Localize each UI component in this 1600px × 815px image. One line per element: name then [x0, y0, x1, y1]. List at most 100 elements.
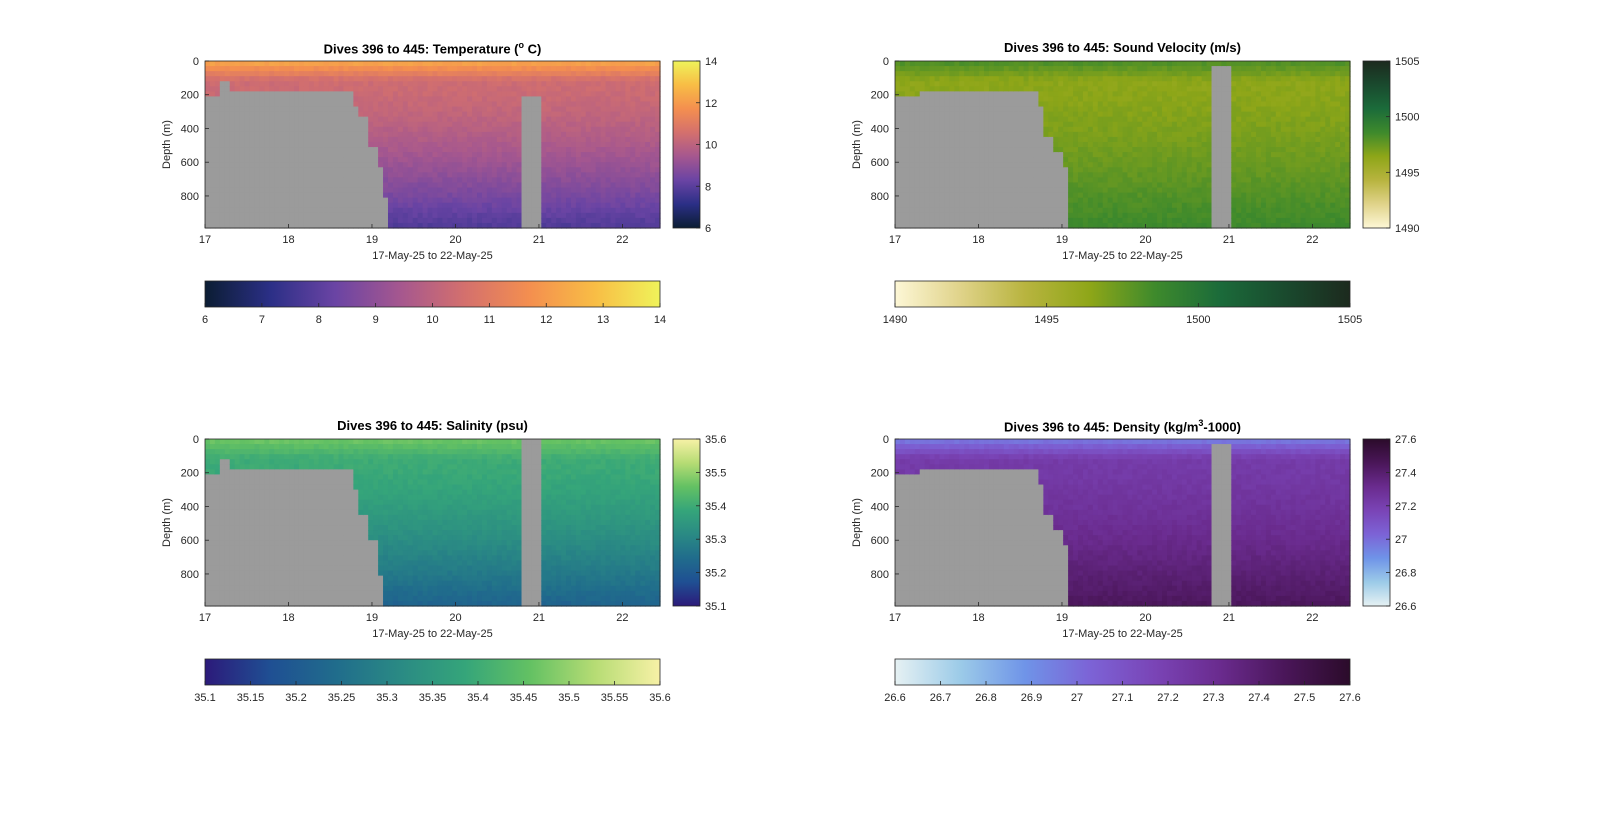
heatmap-cell: [595, 141, 602, 148]
heatmap-cell: [1087, 121, 1094, 128]
heatmap-cell: [284, 116, 290, 123]
heatmap-cell: [531, 66, 537, 72]
heatmap-cell: [934, 86, 941, 92]
heatmap-cell: [457, 182, 463, 189]
heatmap-cell: [447, 76, 453, 82]
heatmap-cell: [556, 81, 562, 87]
heatmap-cell: [1117, 217, 1124, 224]
heatmap-cell: [254, 152, 261, 158]
heatmap-cell: [625, 96, 631, 103]
heatmap-cell: [1122, 222, 1129, 229]
heatmap-cell: [264, 106, 270, 113]
heatmap-cell: [1171, 71, 1178, 77]
heatmap-cell: [590, 136, 597, 143]
heatmap-cell: [536, 141, 542, 148]
heatmap-cell: [294, 182, 300, 189]
heatmap-cell: [969, 66, 975, 72]
heatmap-cell: [1077, 106, 1084, 113]
heatmap-cell: [1102, 177, 1109, 184]
heatmap-cell: [1157, 152, 1163, 158]
heatmap-cell: [1107, 222, 1114, 229]
heatmap-cell: [1048, 162, 1054, 168]
heatmap-cell: [1157, 147, 1163, 153]
heatmap-cell: [417, 116, 424, 123]
heatmap-cell: [269, 116, 275, 123]
heatmap-cell: [1018, 126, 1025, 133]
heatmap-cell: [1003, 81, 1010, 87]
heatmap-cell: [899, 217, 906, 224]
heatmap-cell: [477, 66, 483, 72]
heatmap-cell: [1171, 202, 1178, 209]
heatmap-cell: [895, 147, 901, 153]
heatmap-cell: [442, 116, 448, 123]
heatmap-cell: [561, 96, 567, 103]
heatmap-cell: [1068, 222, 1074, 229]
heatmap-cell: [491, 182, 498, 189]
heatmap-cell: [205, 86, 211, 92]
heatmap-cell: [914, 187, 921, 194]
heatmap-cell: [486, 111, 493, 118]
heatmap-cell: [1063, 207, 1069, 214]
heatmap-cell: [1112, 177, 1119, 184]
heatmap-cell: [249, 222, 256, 229]
heatmap-cell: [521, 157, 528, 163]
heatmap-cell: [904, 152, 911, 158]
heatmap-cell: [1122, 111, 1129, 118]
heatmap-cell: [993, 147, 1000, 153]
heatmap-cell: [605, 182, 612, 189]
heatmap-cell: [625, 141, 631, 148]
heatmap-cell: [477, 101, 483, 108]
heatmap-cell: [650, 61, 656, 67]
heatmap-cell: [909, 141, 916, 148]
heatmap-cell: [625, 121, 631, 128]
heatmap-cell: [383, 76, 389, 82]
heatmap-cell: [259, 177, 265, 184]
heatmap-cell: [373, 141, 379, 148]
heatmap-cell: [575, 167, 582, 173]
heatmap-cell: [378, 116, 384, 123]
heatmap-cell: [909, 177, 916, 184]
heatmap-cell: [585, 182, 592, 189]
heatmap-cell: [402, 182, 409, 189]
heatmap-cell: [949, 162, 955, 168]
heatmap-cell: [402, 162, 409, 168]
heatmap-cell: [919, 86, 926, 92]
heatmap-cell: [541, 177, 547, 184]
heatmap-cell: [338, 76, 345, 82]
heatmap-cell: [1097, 121, 1104, 128]
heatmap-cell: [635, 76, 641, 82]
horizontal-colorbar-label: 7: [259, 314, 265, 326]
heatmap-cell: [501, 152, 508, 158]
heatmap-cell: [333, 217, 340, 224]
heatmap-cell: [249, 81, 256, 87]
heatmap-cell: [1147, 212, 1153, 219]
heatmap-cell: [595, 217, 602, 224]
heatmap-cell: [610, 207, 617, 214]
heatmap-cell: [1152, 61, 1158, 67]
heatmap-cell: [214, 182, 221, 189]
heatmap-cell: [914, 86, 921, 92]
heatmap-cell: [620, 121, 626, 128]
heatmap-cell: [895, 121, 901, 128]
heatmap-cell: [1147, 152, 1153, 158]
heatmap-cell: [353, 96, 359, 103]
heatmap-cell: [580, 202, 587, 209]
heatmap-cell: [1142, 222, 1148, 229]
heatmap-cell: [224, 147, 231, 153]
heatmap-cell: [244, 121, 251, 128]
heatmap-cell: [988, 101, 995, 108]
heatmap-cell: [328, 66, 335, 72]
heatmap-cell: [536, 182, 542, 189]
heatmap-cell: [904, 91, 911, 98]
heatmap-cell: [988, 106, 995, 113]
heatmap-cell: [318, 111, 325, 118]
heatmap-cell: [561, 192, 567, 199]
heatmap-cell: [1147, 222, 1153, 229]
heatmap-cell: [432, 212, 439, 219]
heatmap-cell: [551, 141, 557, 148]
heatmap-cell: [585, 172, 592, 178]
heatmap-cell: [1048, 187, 1054, 194]
heatmap-cell: [467, 197, 473, 204]
heatmap-cell: [209, 197, 216, 204]
heatmap-cell: [328, 177, 335, 184]
